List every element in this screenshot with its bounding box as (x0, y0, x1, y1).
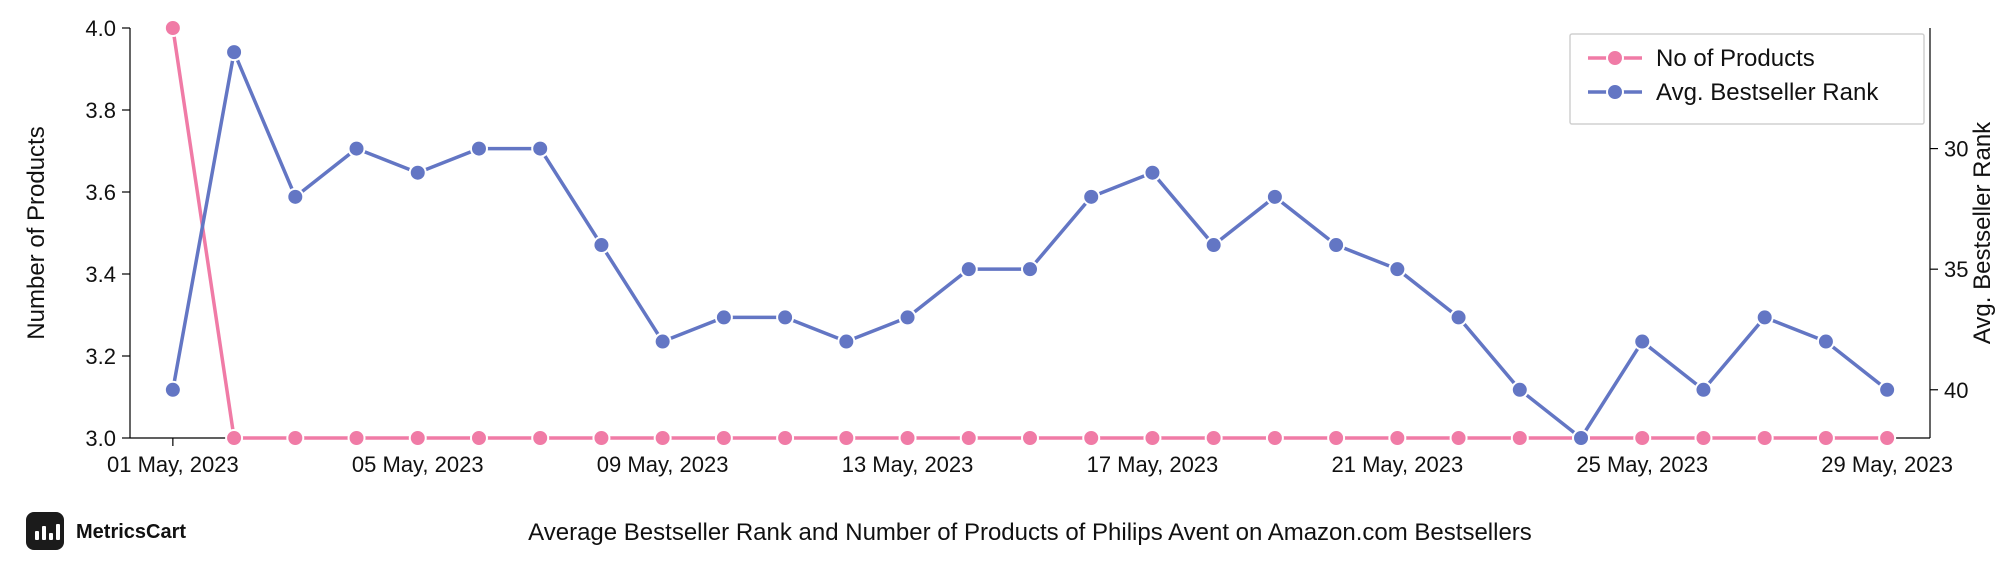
legend-sample-marker (1607, 84, 1623, 100)
products-series-marker (349, 430, 365, 446)
chart-container: 01 May, 2023 05 May, 2023 09 May, 2023 13 M… (0, 0, 2016, 576)
products-series-marker (287, 430, 303, 446)
rank-series-marker (1757, 309, 1773, 325)
products-series-marker (1634, 430, 1650, 446)
rank-series-marker (1389, 261, 1405, 277)
products-series-marker (1451, 430, 1467, 446)
products-series-marker (1818, 430, 1834, 446)
products-series-marker (532, 430, 548, 446)
brand-name: MetricsCart (76, 521, 186, 543)
rank-series-marker (1022, 261, 1038, 277)
y-left-tick-label: 3.8 (85, 98, 116, 123)
products-series-marker (1389, 430, 1405, 446)
x-tick-label: 13 May, 2023 (842, 452, 974, 477)
rank-series-marker (410, 165, 426, 181)
products-series-marker (1512, 430, 1528, 446)
rank-series-marker (777, 309, 793, 325)
x-tick-label: 17 May, 2023 (1087, 452, 1219, 477)
rank-series-marker (1451, 309, 1467, 325)
products-series-marker (716, 430, 732, 446)
rank-series-marker (1818, 334, 1834, 350)
rank-series-marker (1144, 165, 1160, 181)
products-series-marker (226, 430, 242, 446)
rank-series-marker (349, 141, 365, 157)
rank-series-marker (593, 237, 609, 253)
y-left-tick-label: 3.4 (85, 262, 116, 287)
y-left-tick-label: 3.2 (85, 344, 116, 369)
rank-series-marker (1573, 430, 1589, 446)
rank-series-marker (165, 382, 181, 398)
x-tick-label: 01 May, 2023 (107, 452, 239, 477)
products-series-marker (655, 430, 671, 446)
rank-series-marker (1634, 334, 1650, 350)
y-left-axis-label: Number of Products (23, 126, 50, 339)
rank-series-marker (1206, 237, 1222, 253)
y-right-tick-label: 35 (1944, 257, 1968, 282)
x-tick-label: 05 May, 2023 (352, 452, 484, 477)
rank-series-marker (900, 309, 916, 325)
rank-series-marker (716, 309, 732, 325)
y-left-tick-label: 3.0 (85, 426, 116, 451)
rank-series-marker (1083, 189, 1099, 205)
rank-series-marker (1512, 382, 1528, 398)
products-series-marker (1206, 430, 1222, 446)
y-right-tick-label: 40 (1944, 378, 1968, 403)
products-series-marker (471, 430, 487, 446)
brand-icon-bar (42, 526, 46, 540)
legend-label: Avg. Bestseller Rank (1656, 79, 1879, 106)
rank-series-marker (287, 189, 303, 205)
products-series-marker (593, 430, 609, 446)
products-series-marker (777, 430, 793, 446)
x-tick-label: 25 May, 2023 (1576, 452, 1708, 477)
brand-icon-bar (56, 524, 60, 540)
rank-series-marker (655, 334, 671, 350)
rank-series-marker (961, 261, 977, 277)
rank-series-marker (532, 141, 548, 157)
brand-icon-bar (35, 531, 39, 540)
products-series-marker (1695, 430, 1711, 446)
products-series-marker (1022, 430, 1038, 446)
chart-svg: 01 May, 2023 05 May, 2023 09 May, 2023 13 M… (0, 0, 2016, 576)
rank-series-marker (1267, 189, 1283, 205)
products-series-marker (1757, 430, 1773, 446)
products-series-marker (165, 20, 181, 36)
x-tick-label: 09 May, 2023 (597, 452, 729, 477)
brand-icon-bar (49, 533, 53, 540)
products-series-marker (1879, 430, 1895, 446)
y-right-axis-label: Avg. Bestseller Rank (1969, 121, 1996, 344)
y-left-tick-label: 3.6 (85, 180, 116, 205)
rank-series-marker (1328, 237, 1344, 253)
products-series-marker (410, 430, 426, 446)
legend-label: No of Products (1656, 45, 1815, 72)
rank-series-marker (471, 141, 487, 157)
rank-series-marker (1695, 382, 1711, 398)
products-series-marker (1083, 430, 1099, 446)
y-left-tick-label: 4.0 (85, 16, 116, 41)
rank-series-marker (1879, 382, 1895, 398)
products-series-marker (838, 430, 854, 446)
products-series-marker (1267, 430, 1283, 446)
rank-series-marker (226, 44, 242, 60)
chart-subtitle: Average Bestseller Rank and Number of Pr… (528, 519, 1532, 546)
products-series-marker (900, 430, 916, 446)
x-tick-label: 21 May, 2023 (1332, 452, 1464, 477)
products-series-marker (961, 430, 977, 446)
x-tick-label: 29 May, 2023 (1821, 452, 1953, 477)
legend-sample-marker (1607, 50, 1623, 66)
products-series-marker (1144, 430, 1160, 446)
y-right-tick-label: 30 (1944, 137, 1968, 162)
rank-series-marker (838, 334, 854, 350)
products-series-marker (1328, 430, 1344, 446)
